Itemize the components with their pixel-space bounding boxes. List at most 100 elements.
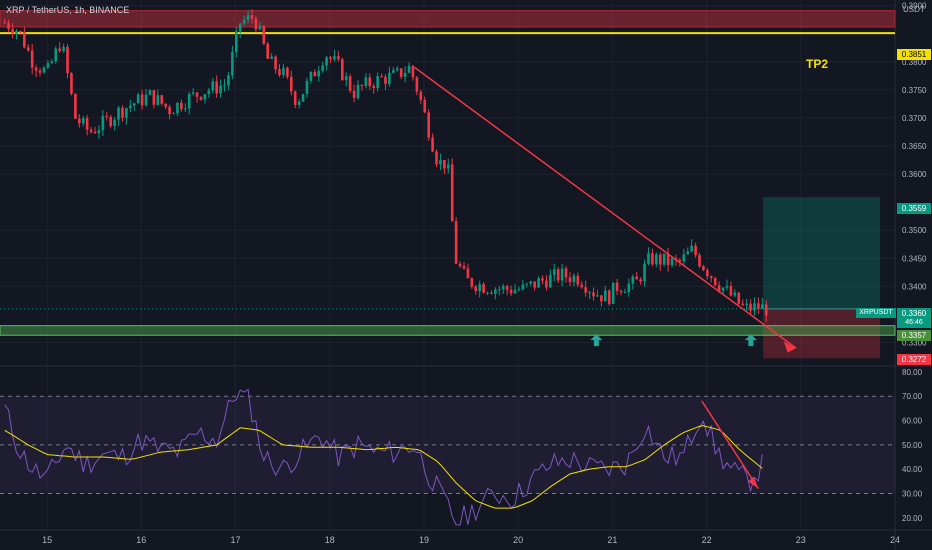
candle-body xyxy=(85,118,89,130)
trendline-arrowhead xyxy=(783,341,797,353)
rsi-tick-label: 40.00 xyxy=(902,465,923,474)
price-tick-label: 0.3900 xyxy=(902,2,927,11)
candle-body xyxy=(604,290,607,302)
candle-body xyxy=(651,253,654,265)
candle-body xyxy=(678,260,682,262)
candle-body xyxy=(231,51,234,76)
candle-body xyxy=(333,56,336,59)
candle-body xyxy=(26,47,30,51)
drawings[interactable] xyxy=(414,66,797,353)
time-axis[interactable]: 15 16 17 18 19 20 21 22 23 24 xyxy=(42,535,900,545)
candle-body xyxy=(70,73,73,94)
candle-body xyxy=(388,72,391,84)
time-tick-label: 15 xyxy=(42,535,52,545)
candle-body xyxy=(443,159,446,169)
candle-body xyxy=(274,56,277,70)
candle-body xyxy=(623,292,627,294)
candle-body xyxy=(658,254,662,265)
candle-body xyxy=(46,63,50,68)
rsi-tick-label: 20.00 xyxy=(902,514,923,523)
candle-body xyxy=(545,280,548,288)
candle-body xyxy=(101,116,105,131)
time-tick-label: 24 xyxy=(890,535,900,545)
candle-body xyxy=(517,289,521,291)
candle-body xyxy=(356,84,360,98)
candle-body xyxy=(313,71,317,77)
resistance_zone xyxy=(0,10,896,28)
position-tool[interactable] xyxy=(763,197,880,359)
up-arrow-marker xyxy=(744,334,757,347)
candle-body xyxy=(556,269,560,281)
candle-body xyxy=(611,282,615,304)
candle-body xyxy=(690,245,693,252)
trendline xyxy=(414,66,797,349)
candle-body xyxy=(525,283,529,285)
candle-body xyxy=(238,23,242,32)
candle-body xyxy=(246,15,250,20)
candle-body xyxy=(266,43,270,59)
price-tick-label: 0.3750 xyxy=(902,86,927,95)
candle-body xyxy=(180,102,183,110)
time-tick-label: 17 xyxy=(231,535,241,545)
candle-body xyxy=(219,85,222,94)
countdown-tag: 46:46 xyxy=(897,318,931,328)
price-tick-label: 0.3700 xyxy=(902,114,927,123)
candle-body xyxy=(713,277,717,286)
candle-body xyxy=(395,68,399,71)
candle-body xyxy=(348,76,352,91)
candle-body xyxy=(549,274,552,288)
candle-body xyxy=(144,94,148,106)
candle-body xyxy=(494,289,497,294)
rsi-tick-label: 50.00 xyxy=(902,441,923,450)
candle-body xyxy=(407,65,411,73)
time-tick-label: 22 xyxy=(702,535,712,545)
candle-body xyxy=(399,68,403,77)
candle-body xyxy=(741,303,744,305)
candle-body xyxy=(627,283,631,293)
candle-body xyxy=(305,80,309,94)
candle-body xyxy=(19,30,22,32)
candle-body xyxy=(364,77,368,87)
candle-body xyxy=(647,253,650,264)
candle-body xyxy=(631,276,635,284)
candle-body xyxy=(505,286,509,290)
candle-body xyxy=(325,57,328,66)
candle-body xyxy=(454,221,458,264)
candle-body xyxy=(643,263,646,282)
candle-body xyxy=(66,46,69,74)
time-tick-label: 18 xyxy=(325,535,335,545)
candle-body xyxy=(761,304,764,309)
candle-body xyxy=(753,303,756,311)
candle-body xyxy=(662,253,666,265)
candle-body xyxy=(30,50,34,68)
symbol-header[interactable]: XRP / TetherUS, 1h, BINANCE xyxy=(6,5,130,15)
candle-body xyxy=(97,130,101,134)
stop-price-tag: 0.3272 xyxy=(897,354,931,365)
candle-body xyxy=(152,90,156,105)
price-tick-label: 0.3500 xyxy=(902,226,927,235)
candle-body xyxy=(596,295,599,297)
price-zones xyxy=(0,10,896,336)
candle-body xyxy=(223,85,226,87)
current-price-tag: 0.3360 xyxy=(897,308,931,319)
candle-body xyxy=(7,22,10,30)
candle-body xyxy=(572,275,576,283)
position-target-zone xyxy=(763,197,880,309)
candle-body xyxy=(541,278,544,281)
candle-body xyxy=(289,76,293,92)
rsi-pane xyxy=(0,388,895,526)
candlestick-series xyxy=(3,9,768,322)
candle-body xyxy=(706,270,709,277)
candle-body xyxy=(242,19,246,24)
candle-body xyxy=(600,295,603,302)
candle-body xyxy=(670,258,674,266)
candle-body xyxy=(537,278,540,288)
candle-body xyxy=(368,77,372,87)
candle-body xyxy=(635,276,639,280)
candle-body xyxy=(199,96,203,100)
candle-body xyxy=(93,131,97,134)
candle-body xyxy=(136,94,140,104)
candle-body xyxy=(498,289,501,291)
